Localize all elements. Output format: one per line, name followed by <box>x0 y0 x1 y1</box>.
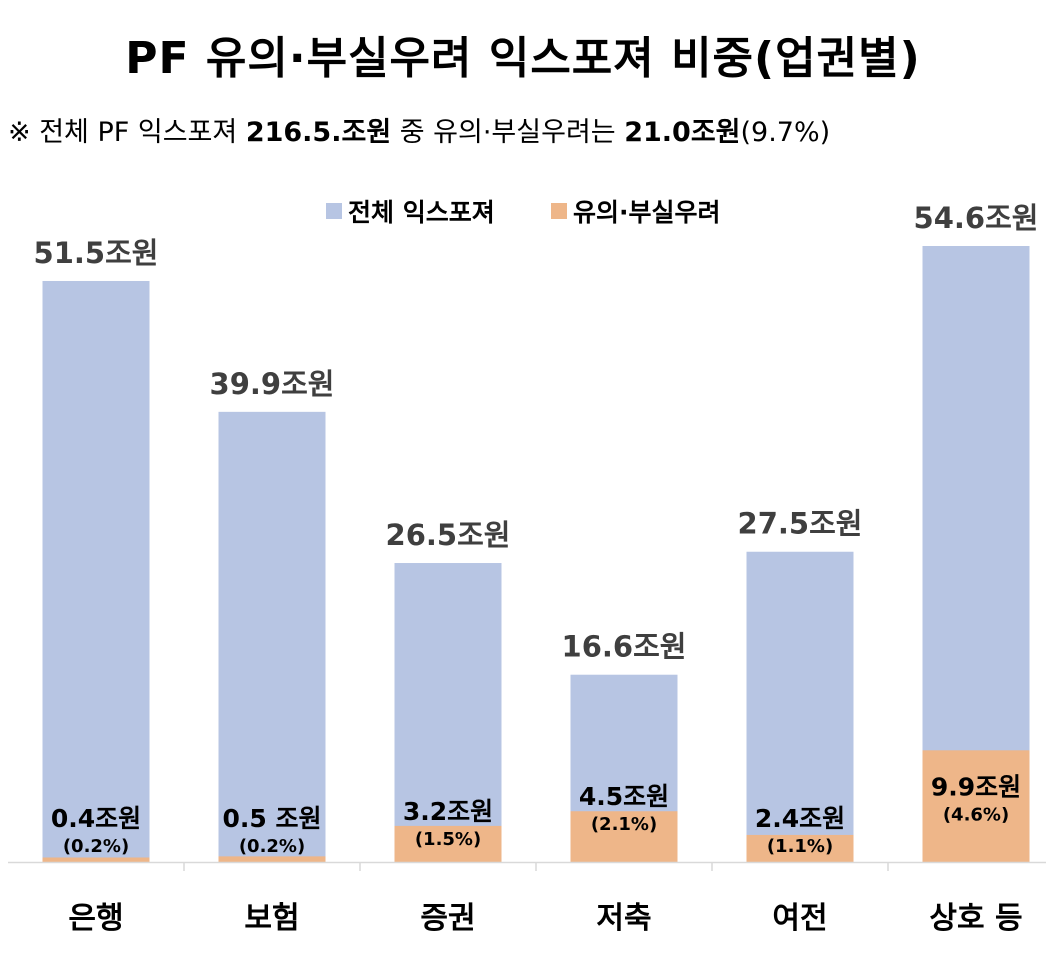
risk-pct-label-4: (1.1%) <box>767 836 833 857</box>
legend-swatch-risk <box>551 203 567 219</box>
total-value-label-3: 16.6조원 <box>562 630 687 664</box>
bar-total-2 <box>394 563 502 862</box>
bar-risk-4 <box>746 834 854 862</box>
legend-swatch-total <box>326 203 342 219</box>
category-label-1: 보험 <box>244 901 299 936</box>
chart-subtitle: ※ 전체 PF 익스포져 216.5.조원 중 유의·부실우려는 21.0조원(… <box>8 110 1038 149</box>
bars <box>42 246 1030 862</box>
risk-pct-label-0: (0.2%) <box>63 836 129 857</box>
bar-total-1 <box>218 411 326 862</box>
risk-value-label-1: 0.5 조원 <box>223 804 322 833</box>
legend-label-risk: 유의·부실우려 <box>573 198 721 227</box>
chart-legend: 전체 익스포져 유의·부실우려 <box>326 198 721 227</box>
bar-risk-1 <box>218 856 326 862</box>
total-value-label-1: 39.9조원 <box>210 367 335 401</box>
risk-pct-label-2: (1.5%) <box>415 829 481 850</box>
subtitle-suffix: (9.7%) <box>740 117 831 148</box>
risk-value-label-5: 9.9조원 <box>931 772 1021 801</box>
risk-value-label-2: 3.2조원 <box>403 797 493 826</box>
x-axis: 은행 보험 증권 저축 여전 상호 등 <box>8 861 1046 936</box>
subtitle-middle: 중 유의·부실우려는 <box>391 117 625 148</box>
category-label-0: 은행 <box>68 901 123 936</box>
risk-pct-label-3: (2.1%) <box>591 814 657 835</box>
risk-value-label-3: 4.5조원 <box>579 782 669 811</box>
risk-value-label-4: 2.4조원 <box>755 804 845 833</box>
data-labels: 51.5조원 0.4조원 (0.2%) 39.9조원 0.5 조원 (0.2%) 26.5조… <box>34 201 1039 857</box>
category-label-2: 증권 <box>420 901 475 936</box>
category-label-5: 상호 등 <box>929 901 1022 936</box>
bar-risk-0 <box>42 857 150 862</box>
total-value-label-0: 51.5조원 <box>34 236 159 270</box>
risk-pct-label-1: (0.2%) <box>239 836 305 857</box>
bar-risk-3 <box>570 811 678 862</box>
total-value-label-2: 26.5조원 <box>386 518 511 552</box>
risk-value-label-0: 0.4조원 <box>51 804 141 833</box>
category-label-3: 저축 <box>596 901 651 936</box>
bar-risk-2 <box>394 825 502 862</box>
bar-risk-5 <box>922 750 1030 862</box>
subtitle-total: 216.5.조원 <box>245 117 392 148</box>
legend-label-total: 전체 익스포져 <box>348 198 495 227</box>
subtitle-risk: 21.0조원 <box>624 117 741 148</box>
subtitle-prefix: ※ 전체 PF 익스포져 <box>8 117 246 148</box>
bar-total-0 <box>42 280 150 862</box>
risk-pct-label-5: (4.6%) <box>943 804 1009 825</box>
total-value-label-4: 27.5조원 <box>738 507 863 541</box>
total-value-label-5: 54.6조원 <box>914 201 1039 235</box>
bar-total-4 <box>746 551 854 862</box>
chart-title: PF 유의·부실우려 익스포져 비중(업권별) <box>125 33 921 84</box>
category-label-4: 여전 <box>772 901 827 936</box>
